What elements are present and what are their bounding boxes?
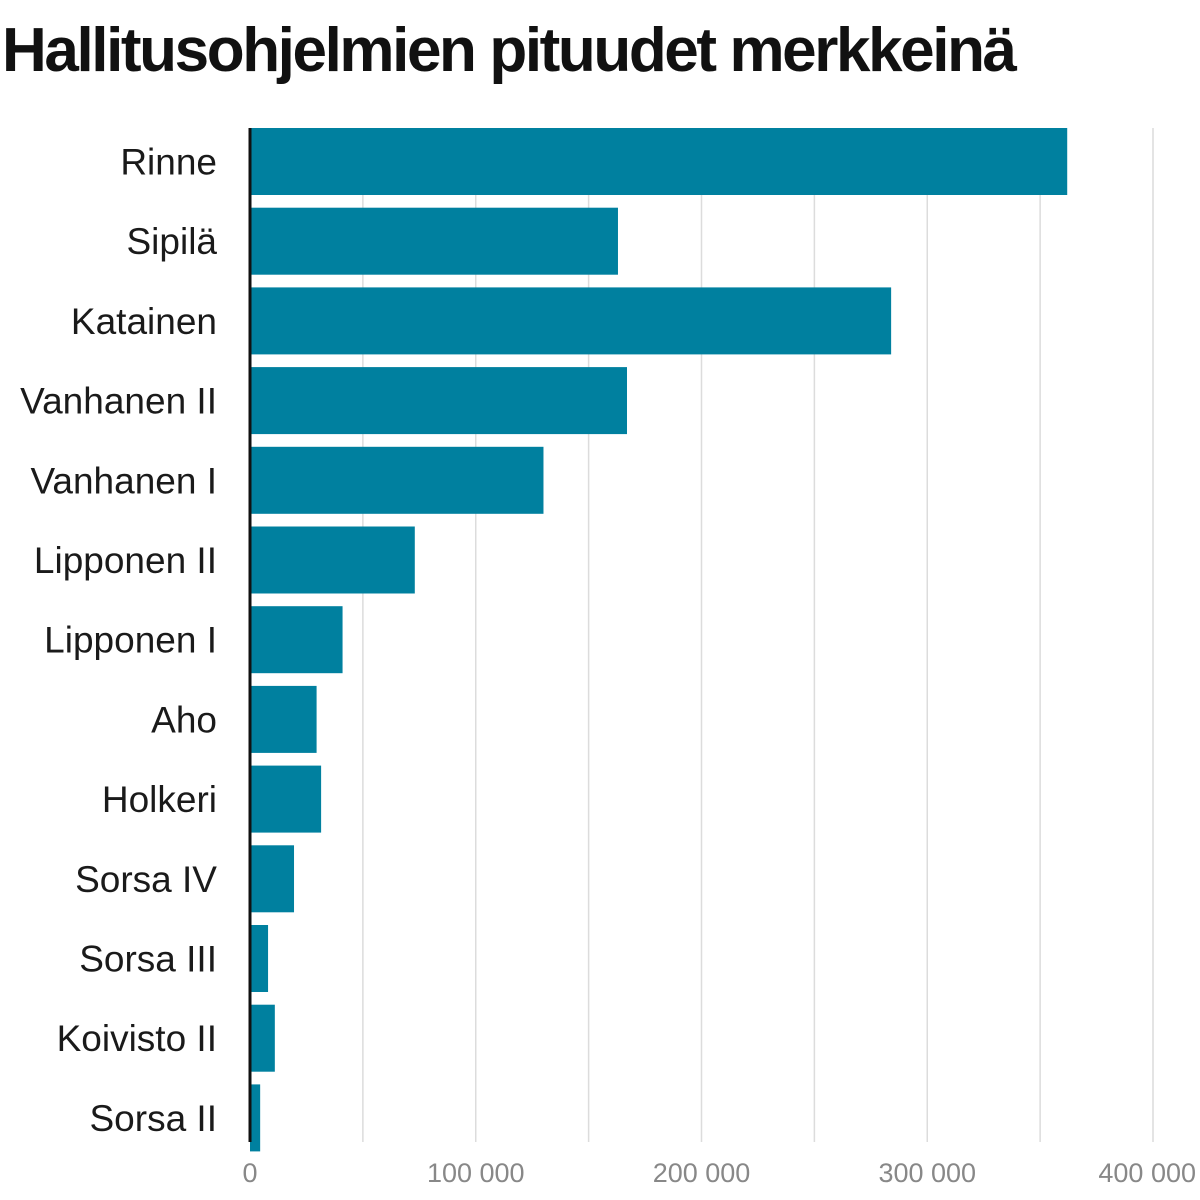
bar [250, 765, 322, 833]
category-label: Lipponen I [44, 620, 217, 661]
bar [250, 128, 1068, 195]
bar [250, 287, 892, 355]
category-label: Sorsa IV [75, 859, 217, 900]
bar [250, 845, 295, 913]
chart-title: Hallitusohjelmien pituudet merkkeinä [2, 16, 1017, 85]
bar [250, 1084, 261, 1152]
x-tick-label: 300 000 [878, 1158, 976, 1188]
category-label: Koivisto II [57, 1018, 217, 1059]
bar [250, 446, 544, 514]
bar [250, 925, 269, 992]
category-label: Vanhanen II [20, 381, 217, 422]
x-tick-label: 0 [242, 1158, 257, 1188]
category-label: Katainen [71, 301, 217, 342]
bars [250, 128, 1068, 1152]
x-tick-label: 400 000 [1098, 1158, 1196, 1188]
category-label: Vanhanen I [30, 460, 217, 501]
bar [250, 606, 343, 674]
bar [250, 685, 317, 753]
gridlines [362, 128, 1154, 1142]
category-label: Sipilä [127, 221, 218, 262]
category-label: Sorsa III [79, 939, 217, 980]
category-labels: Rinne Sipilä Katainen Vanhanen II Vanhanen I… [20, 142, 217, 1139]
bar [250, 367, 628, 435]
x-tick-label: 200 000 [653, 1158, 751, 1188]
bar [250, 1004, 275, 1072]
category-label: Aho [151, 699, 217, 740]
bar [250, 207, 618, 275]
x-tick-label: 100 000 [427, 1158, 525, 1188]
x-tick-labels: 0 100 000 200 000 300 000 400 000 [242, 1158, 1196, 1188]
category-label: Sorsa II [90, 1098, 218, 1139]
category-label: Rinne [120, 142, 217, 183]
category-label: Lipponen II [34, 540, 217, 581]
bar [250, 526, 415, 594]
category-label: Holkeri [102, 779, 217, 820]
